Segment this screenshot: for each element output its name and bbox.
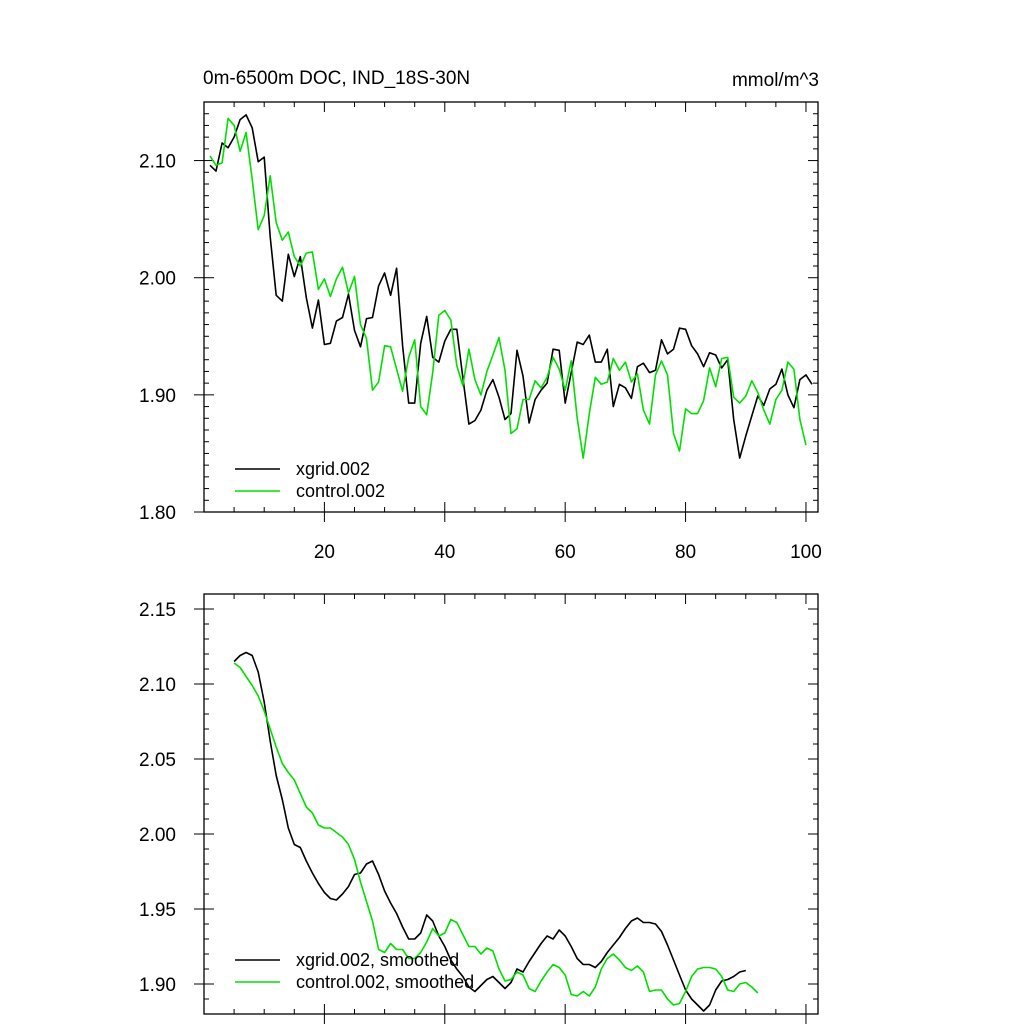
bottom-ytick-label: 1.90 (139, 975, 176, 996)
top-series-control (209, 117, 807, 459)
bottom-series-xgrid (233, 651, 746, 1012)
top-xtick-label: 20 (314, 542, 335, 563)
top-plot-frame (203, 101, 819, 513)
bottom-ytick-label: 2.15 (139, 600, 176, 621)
top-ticks: 20 40 60 80 100 1.80 1.90 2.00 2.10 (139, 101, 822, 563)
bottom-panel: 1.90 1.95 2.00 2.05 2.10 2.15 xgrid.002, smoo… (139, 593, 819, 1024)
legend-label-xgrid: xgrid.002 (296, 459, 370, 479)
bottom-plot-frame (203, 593, 819, 1015)
bottom-series-control (233, 662, 759, 1006)
top-panel: 0m-6500m DOC, IND_18S-30N mmol/m^3 20 40 6… (139, 68, 822, 563)
top-xtick-label: 60 (555, 542, 576, 563)
top-ytick-label: 1.80 (139, 503, 176, 524)
bottom-ytick-label: 2.05 (139, 750, 176, 771)
legend-label-control-smoothed: control.002, smoothed (296, 972, 474, 992)
top-xtick-label: 100 (790, 542, 822, 563)
units-label: mmol/m^3 (732, 70, 819, 91)
top-ytick-label: 2.00 (139, 269, 176, 290)
top-ytick-label: 2.10 (139, 152, 176, 173)
legend-label-control: control.002 (296, 481, 385, 501)
top-xtick-label: 80 (675, 542, 696, 563)
top-series (209, 114, 813, 459)
bottom-legend: xgrid.002, smoothed control.002, smoothe… (235, 950, 474, 992)
top-legend: xgrid.002 control.002 (235, 459, 385, 501)
bottom-ytick-label: 2.10 (139, 675, 176, 696)
bottom-ytick-label: 2.00 (139, 825, 176, 846)
bottom-series (233, 651, 759, 1012)
bottom-ytick-label: 1.95 (139, 900, 176, 921)
bottom-ticks: 1.90 1.95 2.00 2.05 2.10 2.15 (139, 593, 818, 1024)
top-ytick-label: 1.90 (139, 386, 176, 407)
top-series-xgrid (209, 114, 813, 459)
top-xtick-label: 40 (434, 542, 455, 563)
panel-title: 0m-6500m DOC, IND_18S-30N (203, 68, 470, 89)
legend-label-xgrid-smoothed: xgrid.002, smoothed (296, 950, 459, 970)
